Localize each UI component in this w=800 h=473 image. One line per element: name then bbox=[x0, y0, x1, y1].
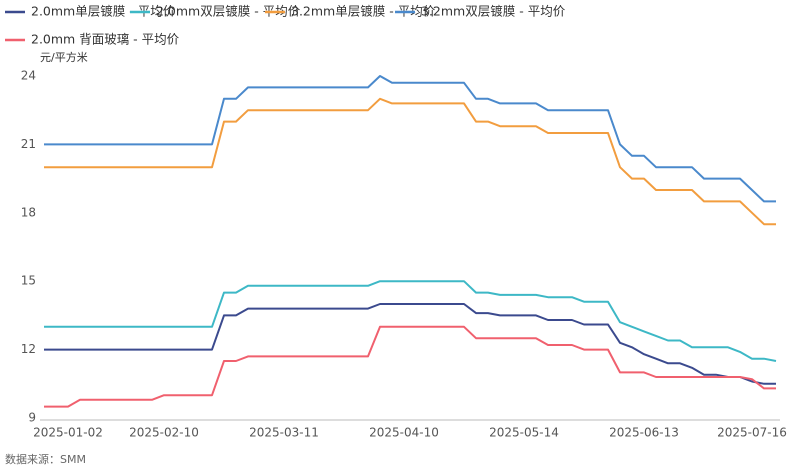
x-tick-label: 2025-04-10 bbox=[369, 426, 439, 440]
y-tick-label: 24 bbox=[21, 69, 36, 83]
legend-label[interactable]: 3.2mm单层镀膜 - 平均价 bbox=[291, 4, 436, 19]
x-tick-label: 2025-07-16 bbox=[717, 426, 787, 440]
series-line bbox=[44, 75, 776, 203]
x-tick-label: 2025-06-13 bbox=[609, 426, 679, 440]
series-line bbox=[44, 97, 776, 226]
legend-label[interactable]: 2.0mm双层镀膜 - 平均价 bbox=[156, 4, 301, 19]
y-tick-label: 9 bbox=[28, 411, 36, 425]
y-axis-label: 元/平方米 bbox=[40, 50, 88, 64]
series-line bbox=[44, 325, 776, 408]
legend-label[interactable]: 2.0mm单层镀膜 - 平均价 bbox=[31, 4, 176, 19]
x-tick-label: 2025-01-02 bbox=[33, 426, 103, 440]
source-note: 数据来源：SMM bbox=[5, 452, 86, 466]
legend-label[interactable]: 2.0mm 背面玻璃 - 平均价 bbox=[31, 32, 180, 47]
series-line bbox=[44, 280, 777, 362]
y-tick-label: 12 bbox=[21, 342, 36, 356]
legend-label[interactable]: 3.2mm双层镀膜 - 平均价 bbox=[421, 4, 566, 19]
y-tick-label: 15 bbox=[21, 274, 36, 288]
x-tick-label: 2025-05-14 bbox=[489, 426, 559, 440]
x-tick-label: 2025-02-10 bbox=[129, 426, 199, 440]
x-tick-label: 2025-03-11 bbox=[249, 426, 319, 440]
y-tick-label: 21 bbox=[21, 137, 36, 151]
y-tick-label: 18 bbox=[21, 205, 36, 219]
series-line bbox=[44, 303, 776, 385]
